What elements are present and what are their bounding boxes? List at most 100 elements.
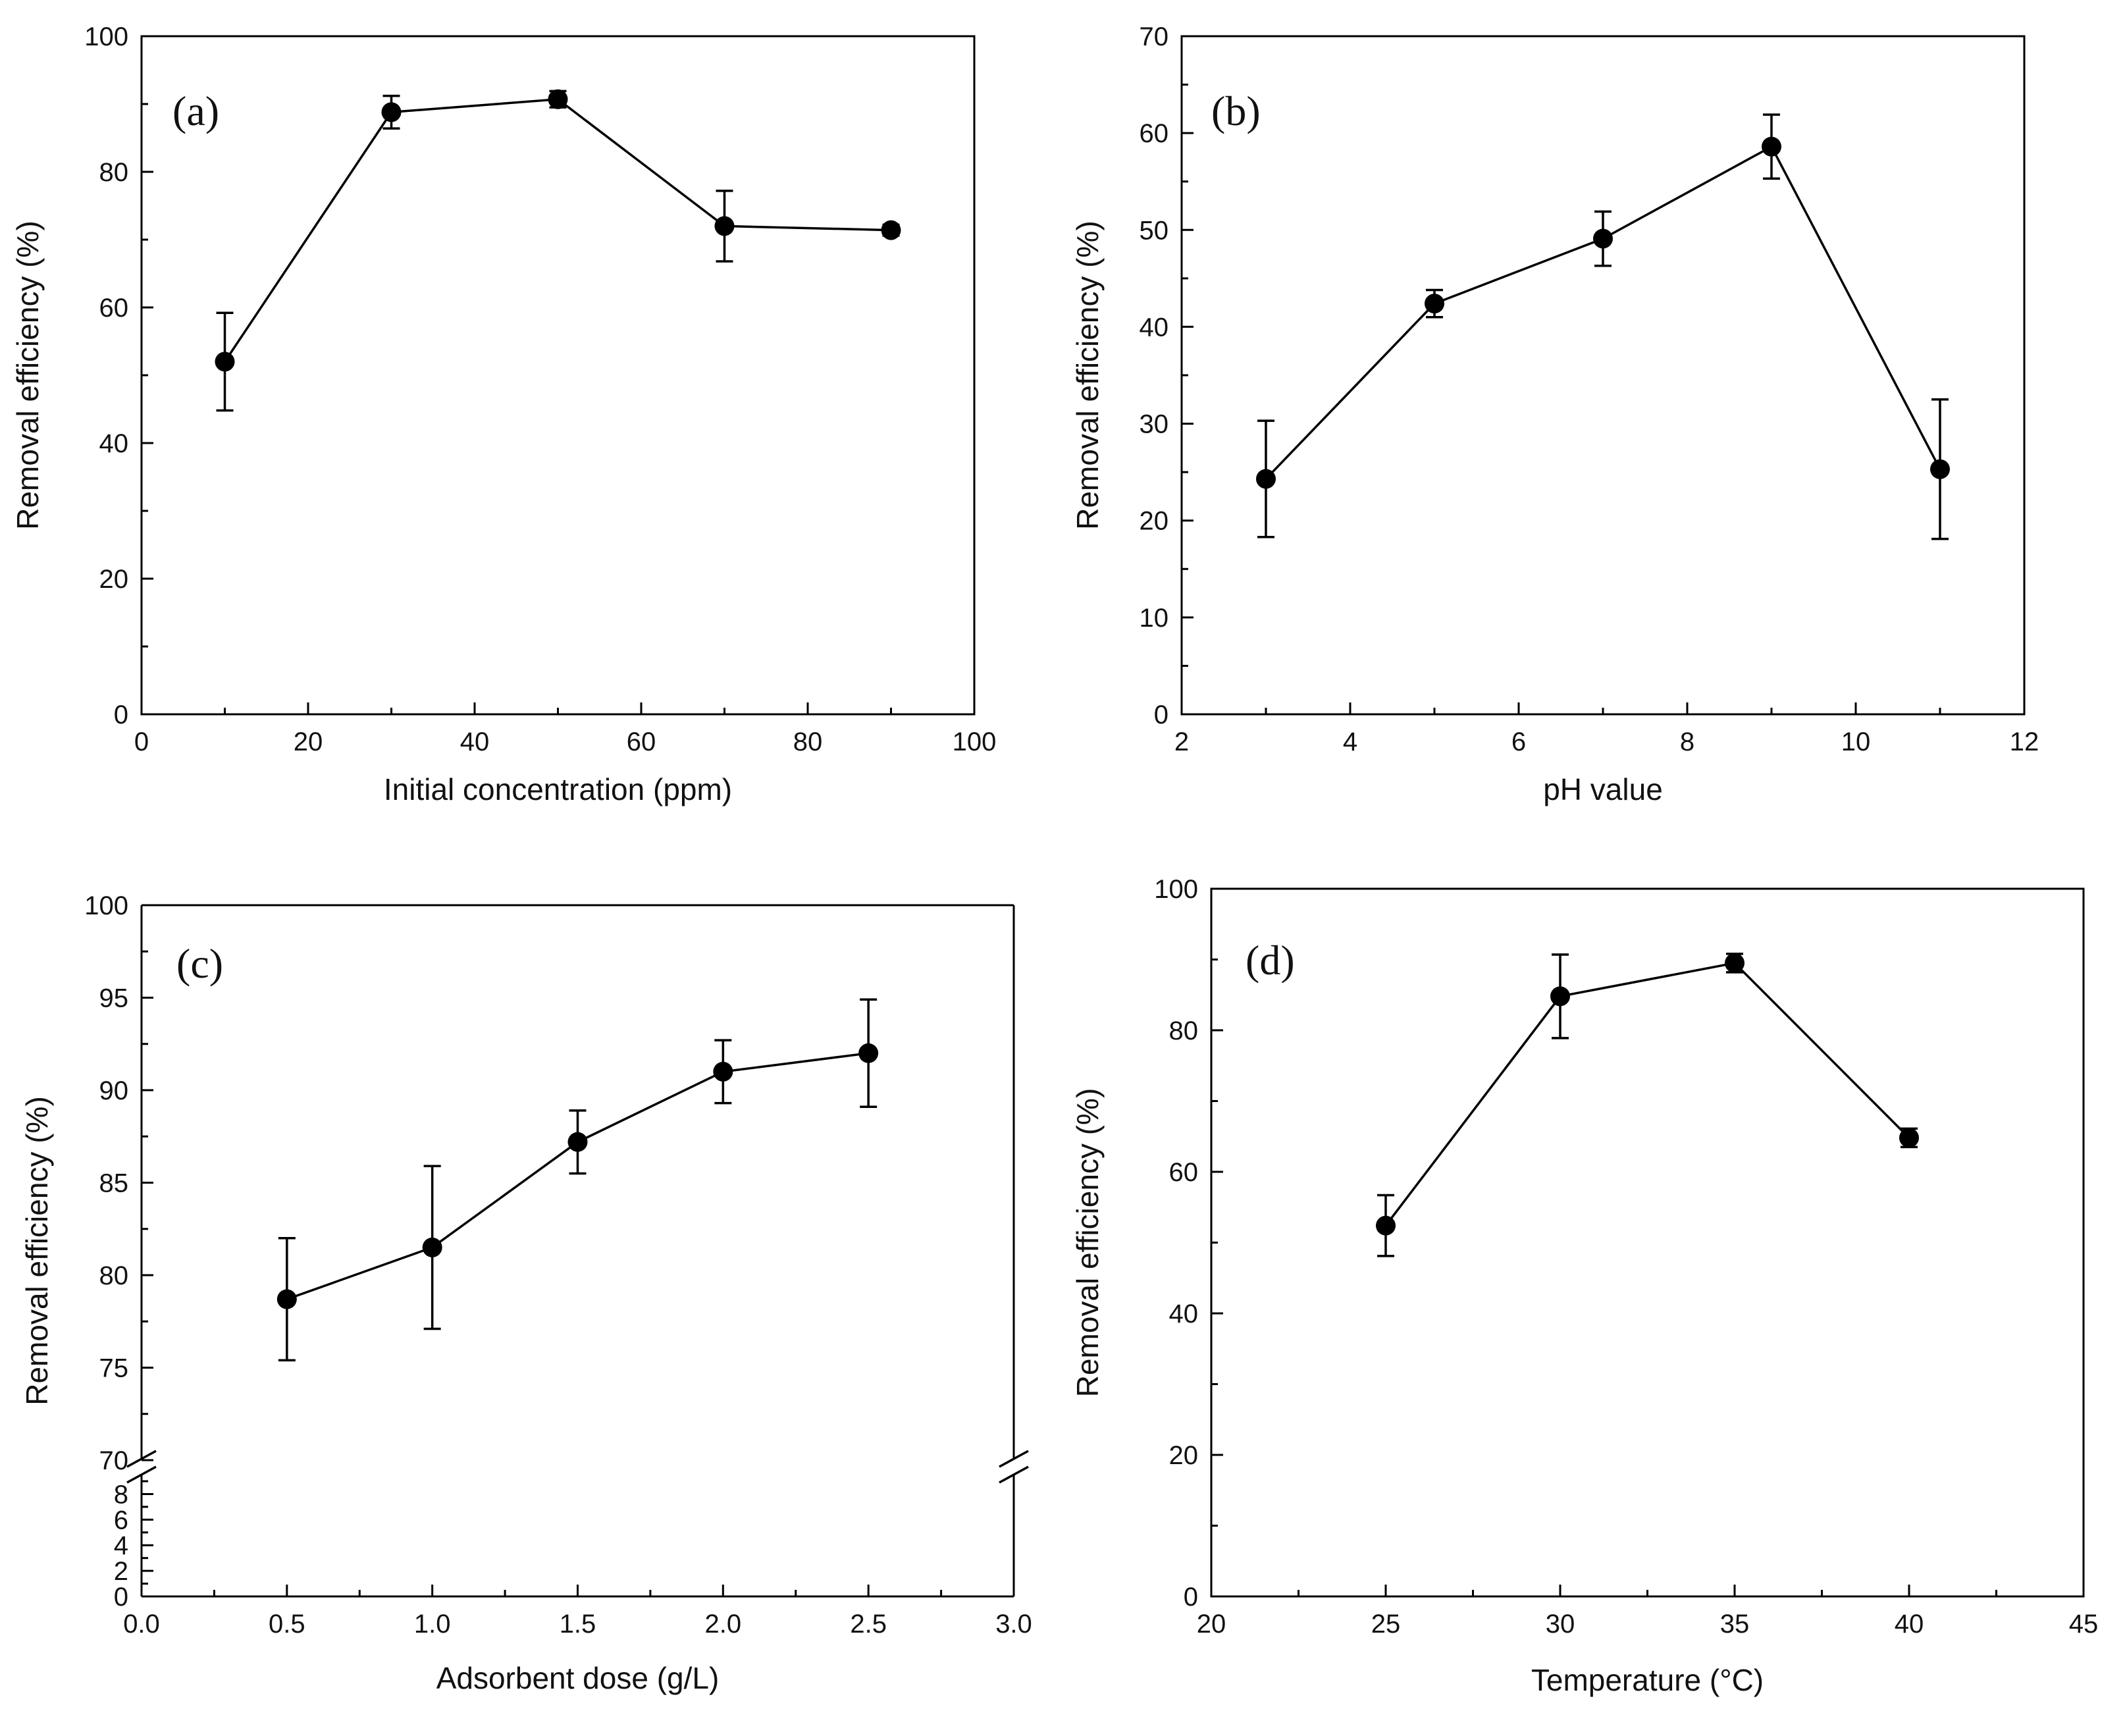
data-point: [276, 1289, 297, 1309]
y-tick-label: 80: [1169, 1016, 1199, 1045]
panel-label: (b): [1211, 88, 1261, 134]
data-point: [1725, 953, 1745, 973]
axis-break-mark: [999, 1450, 1029, 1468]
x-axis-title: pH value: [1543, 772, 1663, 806]
x-tick-label: 80: [793, 727, 823, 756]
x-tick-label: 30: [1546, 1610, 1575, 1639]
axis-break-mark: [126, 1450, 157, 1468]
y-tick-label: 10: [1140, 604, 1169, 633]
x-tick-label: 2.0: [705, 1610, 742, 1639]
panel-a-chart: 0 20 40 60 80 100 0 20 40 60 80 100 (a) Initial conce…: [11, 22, 996, 806]
y-tick-label: 60: [1169, 1158, 1199, 1187]
y-tick-label: 20: [1169, 1441, 1199, 1470]
series-line: [224, 97, 891, 363]
series-line: [1265, 145, 1941, 480]
data-point: [1256, 469, 1276, 489]
x-axis-title: Initial concentration (ppm): [384, 772, 732, 806]
data-point: [1593, 228, 1613, 249]
data-point: [1930, 459, 1950, 479]
data-point: [215, 352, 235, 372]
panel-label: (c): [176, 940, 223, 987]
data-point: [1550, 986, 1570, 1007]
x-tick-label: 0: [134, 727, 149, 756]
data-point: [714, 216, 735, 236]
y-tick-label: 95: [99, 984, 129, 1013]
y-tick-label: 100: [84, 891, 128, 920]
y-tick-label: 40: [1140, 313, 1169, 342]
panel-c-chart: 0.0 0.5 1.0 1.5 2.0 2.5 3.0 70 75 80 85 90 95 100 0246…: [20, 891, 1032, 1695]
x-tick-label: 12: [2010, 727, 2039, 756]
y-tick-label: 0: [1184, 1583, 1198, 1612]
panel-label: (d): [1246, 937, 1295, 984]
y-tick-label: 40: [99, 429, 129, 458]
x-axis-title: Temperature (°C): [1531, 1663, 1764, 1697]
data-point: [1425, 294, 1444, 314]
y-tick-label: 85: [99, 1169, 129, 1198]
y-tick-label: 8: [114, 1480, 128, 1509]
y-tick-label: 40: [1169, 1300, 1199, 1328]
x-tick-label: 3.0: [995, 1610, 1032, 1639]
y-tick-label: 50: [1140, 216, 1169, 245]
data-point: [858, 1043, 879, 1063]
x-tick-label: 1.5: [560, 1610, 596, 1639]
y-tick-label: 70: [99, 1446, 129, 1475]
x-tick-label: 20: [294, 727, 323, 756]
axis-break-mark: [999, 1465, 1029, 1484]
data-point: [548, 89, 568, 109]
y-tick-label: 20: [1140, 507, 1169, 536]
x-tick-label: 4: [1343, 727, 1357, 756]
plot-frame: [1180, 35, 2026, 716]
panel-b-chart: 2 4 6 8 10 12 0 10 20 30 40 50 60 70 (b) pH value Remova…: [1070, 22, 2039, 806]
x-tick-label: 60: [627, 727, 656, 756]
y-tick-label: 30: [1140, 410, 1169, 439]
y-tick-label: 70: [1140, 22, 1169, 51]
axis-break-mark: [126, 1465, 157, 1484]
data-point: [1376, 1215, 1396, 1236]
y-tick-label: 75: [99, 1354, 129, 1383]
data-point: [422, 1237, 442, 1257]
series-line: [286, 1052, 869, 1301]
series-line: [1384, 961, 1910, 1226]
y-tick-label: 80: [99, 158, 129, 187]
y-tick-label: 90: [99, 1076, 129, 1105]
plot-frame: [1210, 887, 2085, 1598]
y-tick-label: 60: [99, 294, 129, 323]
y-tick-label: 6: [114, 1506, 128, 1535]
y-tick-label: 2: [114, 1557, 128, 1586]
y-tick-label: 80: [99, 1261, 129, 1290]
x-tick-label: 40: [1895, 1610, 1924, 1639]
data-point: [381, 102, 402, 122]
x-axis-title: Adsorbent dose (g/L): [436, 1661, 720, 1695]
panel-label: (a): [172, 88, 219, 134]
x-tick-label: 10: [1841, 727, 1871, 756]
x-tick-label: 100: [953, 727, 997, 756]
x-tick-label: 35: [1720, 1610, 1750, 1639]
x-tick-label: 45: [2069, 1610, 2099, 1639]
y-axis-title: Removal efficiency (%): [11, 221, 45, 530]
y-tick-label: 100: [1154, 875, 1198, 904]
x-tick-label: 0.5: [269, 1610, 305, 1639]
data-point: [567, 1132, 588, 1152]
x-tick-label: 20: [1197, 1610, 1226, 1639]
y-tick-label: 4: [114, 1531, 128, 1560]
x-tick-label: 8: [1680, 727, 1694, 756]
y-tick-label: 0: [114, 700, 128, 729]
x-tick-label: 25: [1371, 1610, 1401, 1639]
data-point: [1899, 1128, 1919, 1148]
y-tick-label: 0: [114, 1583, 128, 1612]
y-axis-title: Removal efficiency (%): [1070, 221, 1105, 530]
x-tick-label: 2: [1174, 727, 1189, 756]
y-tick-label: 100: [84, 22, 128, 51]
y-axis-title: Removal efficiency (%): [1070, 1088, 1105, 1398]
y-tick-label: 20: [99, 565, 129, 594]
data-point: [713, 1061, 733, 1082]
x-tick-label: 6: [1511, 727, 1526, 756]
y-axis-title: Removal efficiency (%): [20, 1096, 54, 1406]
x-tick-label: 40: [460, 727, 490, 756]
x-tick-label: 2.5: [850, 1610, 887, 1639]
x-tick-label: 0.0: [123, 1610, 160, 1639]
data-point: [1762, 136, 1781, 157]
y-tick-label: 0: [1154, 700, 1168, 729]
